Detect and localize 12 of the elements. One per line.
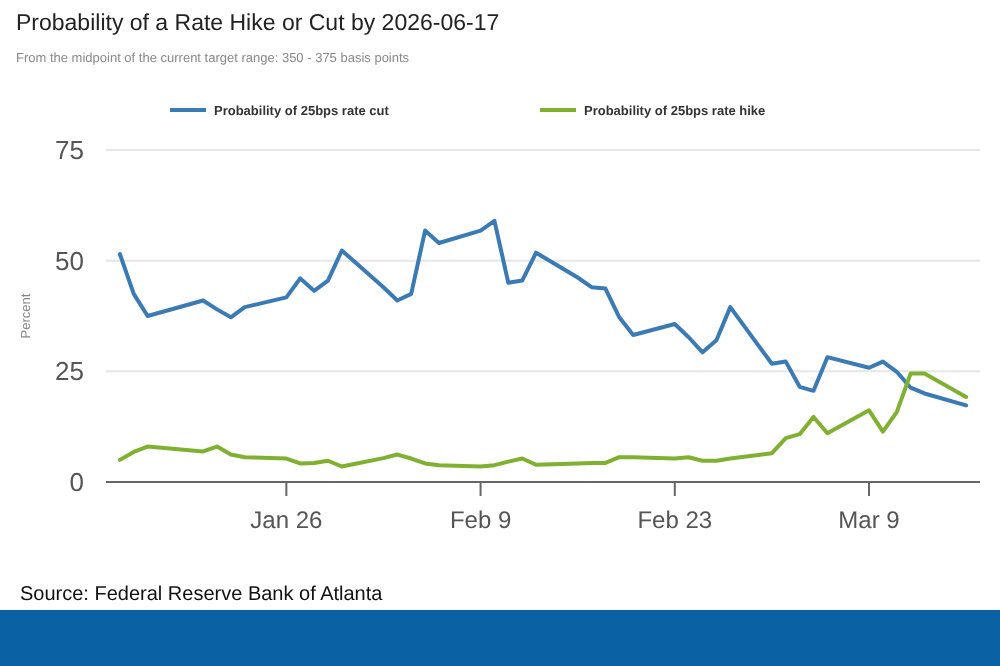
x-tick-label: Feb 9 xyxy=(449,506,512,534)
chart-title: Probability of a Rate Hike or Cut by 2026-06-17 xyxy=(16,12,500,36)
x-tick-label: Mar 9 xyxy=(838,506,901,534)
x-tick-label: Feb 23 xyxy=(637,506,713,534)
y-tick-label: 25 xyxy=(55,356,84,387)
line-series xyxy=(117,371,969,469)
y-tick-label: 0 xyxy=(69,467,84,498)
y-tick-label: 75 xyxy=(55,135,84,166)
source-note: Source: Federal Reserve Bank of Atlanta xyxy=(20,584,384,606)
line-series xyxy=(117,218,969,408)
x-tick-label: Jan 26 xyxy=(250,506,324,534)
y-tick-label: 50 xyxy=(55,245,84,276)
